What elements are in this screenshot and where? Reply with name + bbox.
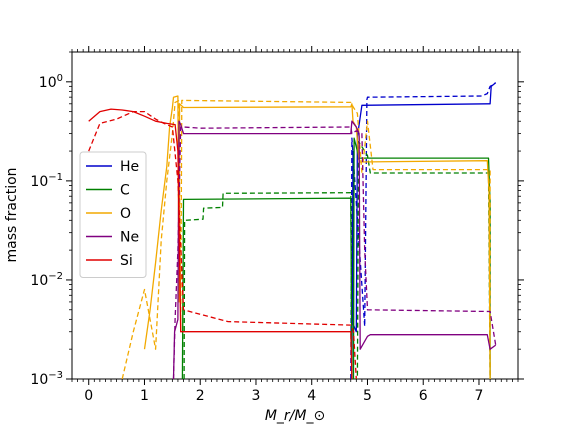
major-ticks (66, 46, 524, 385)
x-axis-label: M_r/M_⊙ (265, 408, 325, 424)
x-tick-label: 4 (307, 388, 316, 404)
legend-label-ne: Ne (120, 230, 139, 246)
legend-box (79, 151, 147, 278)
series-layer (88, 82, 497, 379)
legend-label-o: O (120, 206, 131, 222)
x-tick-label: 7 (475, 388, 484, 404)
x-tick-label: 3 (252, 388, 261, 404)
y-tick-label: 10−3 (30, 370, 63, 388)
legend-label-si: Si (120, 253, 133, 269)
series-he-dashed (350, 82, 497, 379)
x-tick-label: 6 (419, 388, 428, 404)
x-tick-label: 5 (363, 388, 372, 404)
legend-label-c: C (120, 183, 130, 199)
y-tick-label: 10−2 (30, 271, 63, 289)
series-c-dashed (183, 140, 491, 379)
y-tick-label: 100 (39, 73, 63, 91)
x-tick-labels: 0 1 2 3 4 5 6 7 (84, 388, 483, 404)
y-tick-labels: 10−3 10−2 10−1 100 (30, 73, 63, 388)
series-si-solid (88, 108, 353, 379)
x-tick-label: 1 (140, 388, 149, 404)
legend-label-he: He (120, 159, 139, 175)
x-tick-label: 0 (84, 388, 93, 404)
y-axis-label: mass fraction (4, 167, 20, 262)
y-tick-label: 10−1 (30, 172, 63, 190)
x-tick-label: 2 (196, 388, 205, 404)
series-ne-dashed (172, 126, 497, 379)
legend: He CO Ne Si (79, 151, 147, 278)
series-si-dashed (88, 110, 357, 379)
